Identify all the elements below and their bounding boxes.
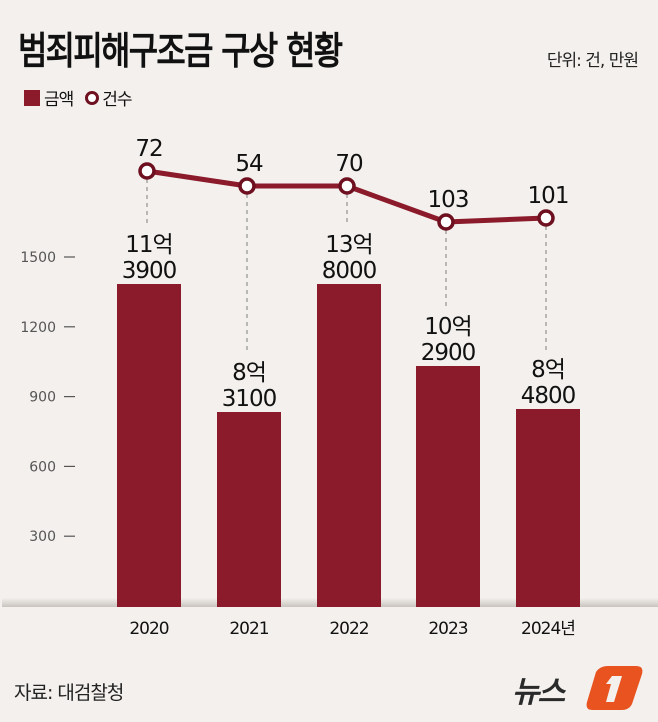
- count-point: [437, 213, 455, 231]
- y-tick-label: 600: [29, 459, 56, 475]
- count-point: [338, 177, 356, 195]
- amount-label-man: 3100: [222, 386, 277, 412]
- chart-title: 범죄피해구조금 구상 현황: [18, 29, 343, 73]
- y-axis: 300 600 900 1200 1500: [20, 250, 75, 545]
- amount-bar: [416, 366, 480, 607]
- logo-text: 뉴스: [512, 675, 567, 710]
- amount-bar: [317, 284, 381, 607]
- amount-label-man: 2900: [421, 340, 476, 366]
- legend-count-label: 건수: [102, 90, 132, 110]
- amount-label-eok: 10억: [424, 314, 471, 340]
- news1-logo: 뉴스: [512, 666, 643, 710]
- count-label: 72: [135, 136, 162, 162]
- amount-label-eok: 8억: [232, 360, 266, 386]
- count-label: 70: [335, 151, 363, 177]
- amount-label-man: 8000: [322, 258, 377, 284]
- x-tick-label: 2023: [428, 619, 467, 639]
- count-label: 103: [428, 187, 469, 213]
- legend-amount-label: 금액: [44, 90, 74, 110]
- x-tick-label: 2021: [229, 619, 268, 639]
- line-legend-icon: [85, 90, 100, 105]
- amount-label-man: 3900: [122, 258, 177, 284]
- amount-label-eok: 13억: [325, 232, 372, 258]
- count-label: 101: [528, 183, 569, 209]
- y-tick-label: 1500: [20, 250, 56, 266]
- amount-label-man: 4800: [521, 383, 576, 409]
- amount-label-eok: 11억: [125, 232, 172, 258]
- amount-label-eok: 8억: [531, 357, 565, 383]
- count-point: [138, 162, 156, 180]
- count-label: 54: [235, 151, 263, 177]
- unit-label: 단위: 건, 만원: [546, 51, 639, 71]
- count-point: [238, 177, 256, 195]
- count-line: 72 54 70 103 101: [135, 136, 569, 231]
- x-tick-label: 2024년: [521, 619, 575, 639]
- y-tick-label: 300: [29, 529, 56, 545]
- x-tick-label: 2022: [329, 619, 368, 639]
- source-label: 자료: 대검찰청: [14, 682, 124, 704]
- amount-bar: [217, 412, 281, 607]
- x-axis: 2020 2021 2022 2023 2024년: [129, 619, 576, 639]
- y-tick-label: 1200: [20, 320, 56, 336]
- x-tick-label: 2020: [129, 619, 168, 639]
- count-point: [537, 209, 555, 227]
- y-tick-label: 900: [29, 390, 56, 406]
- amount-bar: [516, 409, 580, 607]
- bar-legend-icon: [24, 89, 40, 106]
- amount-bar: [117, 284, 181, 607]
- legend: 금액 건수: [24, 85, 133, 110]
- guide-lines: [146, 179, 547, 354]
